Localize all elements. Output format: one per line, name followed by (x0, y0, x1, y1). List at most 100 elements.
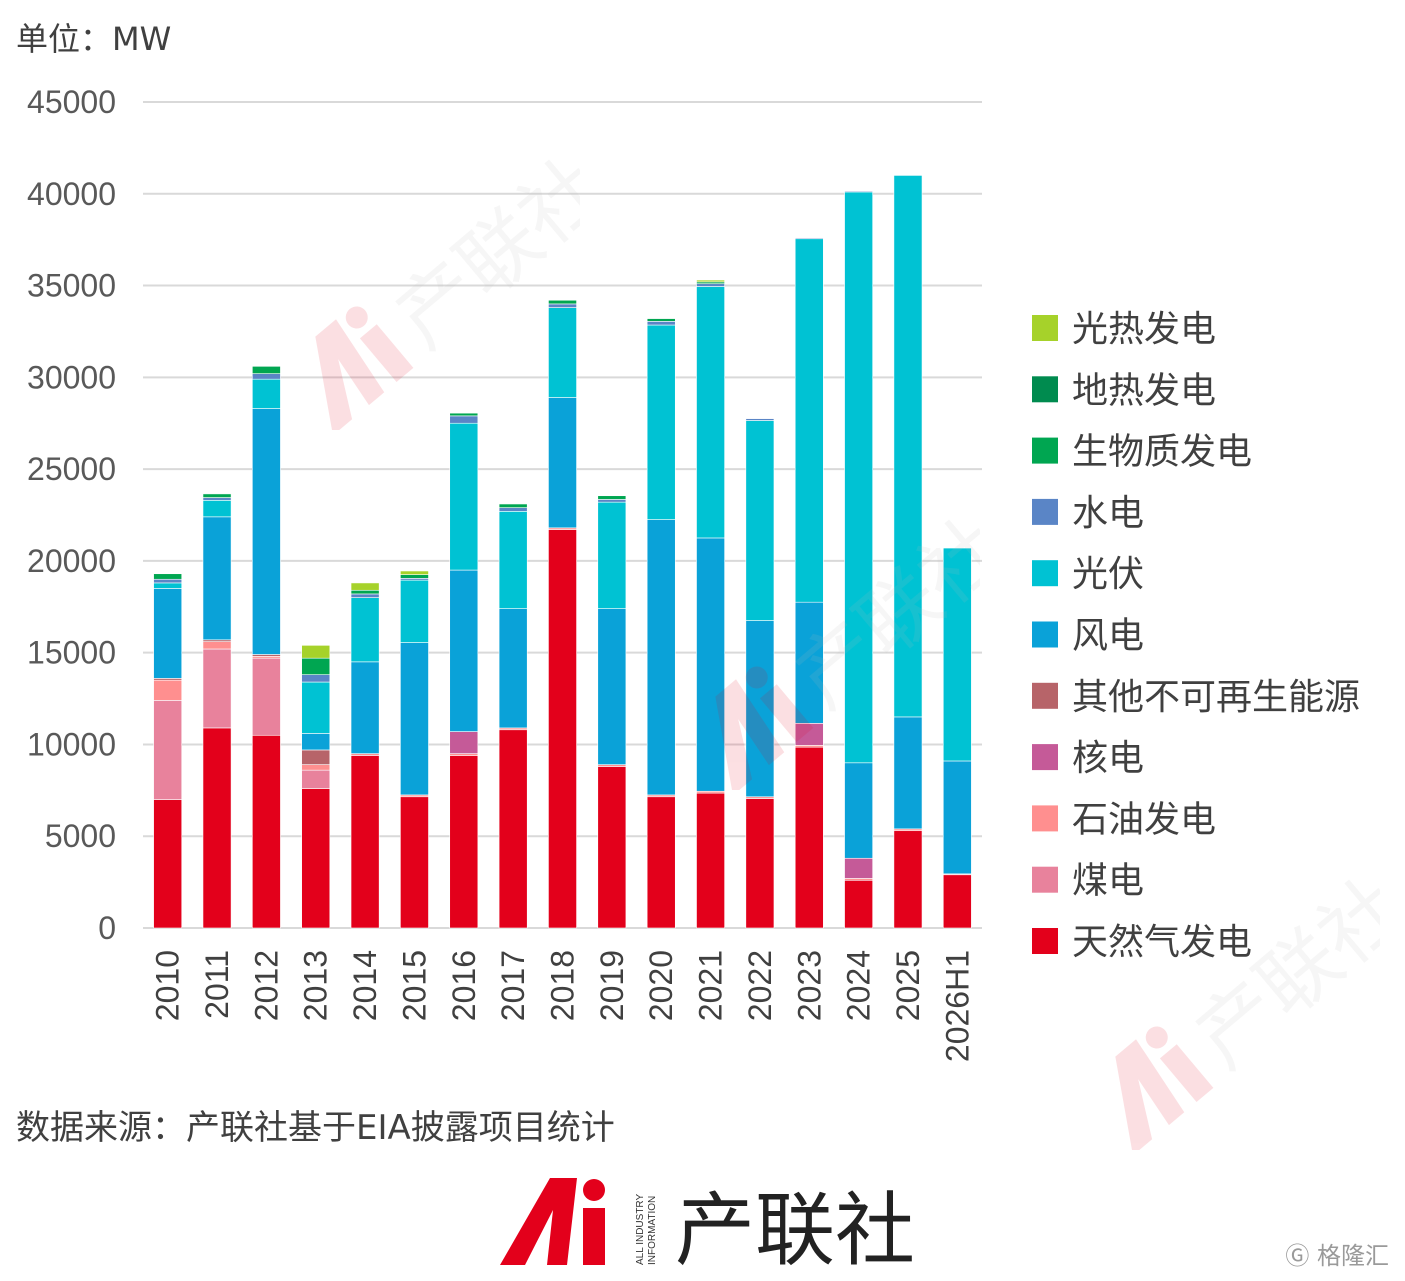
corner-logo: Ⓖ 格隆汇 (1285, 1236, 1389, 1271)
bar-segment (696, 283, 725, 287)
bar-segment (597, 499, 627, 503)
unit-label: 单位：MW (16, 20, 172, 58)
bar-segment (202, 497, 232, 501)
bar-segment (153, 578, 183, 584)
x-tick-label: 2020 (643, 950, 679, 1021)
bar-segment (153, 700, 183, 800)
bar-segment (597, 608, 627, 765)
bar-segment (597, 495, 627, 500)
legend-label: 煤电 (1072, 861, 1144, 902)
bar-segment (400, 642, 429, 796)
bar-segment (301, 733, 331, 751)
bar-segment (350, 582, 380, 591)
bar-segment (597, 766, 627, 929)
x-tick-label: 2010 (150, 950, 186, 1021)
bar-segment (252, 408, 281, 655)
bar-segment (646, 519, 676, 796)
bar-segment (153, 588, 183, 679)
bar-segment (844, 857, 873, 879)
legend-swatch (1032, 376, 1058, 403)
x-tick-label: 2025 (890, 950, 926, 1021)
corner-logo-icon: Ⓖ (1285, 1242, 1310, 1270)
y-tick-label: 0 (98, 910, 116, 946)
bar-segment (449, 422, 479, 571)
legend-swatch (1032, 560, 1058, 587)
bar-segment (646, 324, 676, 520)
corner-logo-text: 格隆汇 (1317, 1242, 1389, 1270)
bar-segment (794, 723, 824, 746)
bar-segment (202, 500, 232, 518)
bar-segment (301, 681, 331, 734)
bar-segment (400, 796, 429, 929)
bar-segment (153, 679, 183, 701)
bar-segment (153, 582, 183, 589)
brand-logo-icon: ALL INDUSTRY INFORMATION 产联社 (500, 1178, 915, 1277)
legend-label: 地热发电 (1072, 370, 1216, 411)
svg-text:INFORMATION: INFORMATION (647, 1196, 658, 1265)
bar-segment (745, 420, 775, 621)
x-tick-label: 2026H1 (939, 950, 975, 1062)
y-tick-label: 45000 (27, 84, 116, 120)
y-tick-label: 40000 (27, 176, 116, 212)
legend-label: 核电 (1072, 738, 1144, 779)
y-tick-label: 10000 (27, 726, 116, 762)
bar-segment (844, 191, 873, 764)
x-tick-label: 2012 (248, 950, 284, 1021)
bar-segment (794, 746, 824, 929)
bar-segment (498, 729, 528, 929)
bars (153, 175, 972, 929)
bar-segment (745, 798, 775, 929)
bar-segment (498, 608, 528, 729)
bar-segment (449, 755, 479, 929)
bar-segment (498, 503, 528, 508)
svg-text:ALL INDUSTRY: ALL INDUSTRY (635, 1194, 646, 1265)
bar-segment (301, 764, 331, 771)
bar-segment (153, 799, 183, 929)
legend-label: 生物质发电 (1072, 432, 1252, 473)
bar-segment (252, 657, 281, 736)
x-tick-label: 2015 (396, 950, 432, 1021)
bar-segment (696, 286, 725, 539)
legend-label: 其他不可再生能源 (1072, 677, 1360, 718)
legend-label: 光热发电 (1072, 309, 1216, 350)
legend-label: 天然气发电 (1072, 922, 1252, 963)
x-tick-label: 2022 (742, 950, 778, 1021)
bar-segment (498, 511, 528, 609)
x-tick-label: 2014 (347, 950, 383, 1021)
bar-segment (350, 593, 380, 598)
bar-segment (548, 307, 577, 398)
bar-segment (202, 641, 232, 650)
bar-segment (794, 237, 824, 240)
bar-segment (548, 299, 577, 305)
y-tick-label: 5000 (45, 818, 116, 854)
bar-segment (301, 769, 331, 789)
x-tick-label: 2019 (594, 950, 630, 1021)
bar-segment (745, 620, 775, 798)
bar-segment (893, 175, 923, 718)
y-tick-label: 35000 (27, 268, 116, 304)
bar-segment (350, 589, 380, 595)
bar-segment (893, 716, 923, 830)
x-tick-label: 2011 (199, 950, 235, 1019)
legend-swatch (1032, 744, 1058, 771)
x-tick-label: 2023 (791, 950, 827, 1021)
bar-segment (942, 547, 972, 762)
bar-segment (252, 366, 281, 374)
bar-segment (548, 303, 577, 308)
bar-segment (202, 727, 232, 929)
bar-segment (153, 573, 183, 580)
bar-segment (252, 373, 281, 380)
bar-segment (844, 879, 873, 929)
x-tick-label: 2024 (841, 950, 877, 1021)
y-tick-label: 15000 (27, 635, 116, 671)
x-tick-label: 2018 (545, 950, 581, 1021)
bar-segment (696, 537, 725, 792)
y-axis: 0 5000 10000 15000 20000 25000 30000 35000 40000… (27, 84, 116, 946)
legend-swatch (1032, 928, 1058, 954)
bar-segment (400, 579, 429, 643)
bar-segment (449, 415, 479, 424)
x-tick-label: 2017 (495, 950, 531, 1021)
legend-label: 光伏 (1072, 554, 1144, 595)
legend-label: 水电 (1072, 493, 1144, 534)
